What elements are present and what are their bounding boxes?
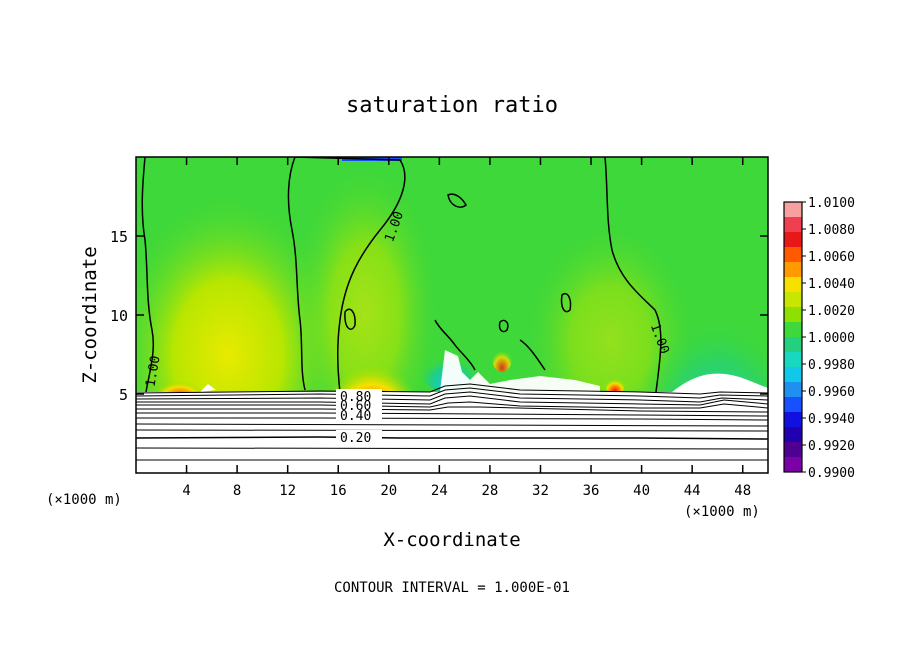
contour-label: 0.60 [340,399,371,414]
colorbar-swatch [784,352,802,368]
colorbar-swatch [784,217,802,233]
colorbar-tick-label: 0.9960 [808,385,855,400]
colorbar-swatch [784,412,802,428]
colorbar-swatch [784,367,802,383]
x-axis: 4 8 12 16 20 24 28 32 36 40 44 48 [182,157,751,499]
colorbar-tick-label: 1.0040 [808,277,855,292]
x-tick-label: 24 [431,483,448,499]
colorbar-tick-label: 1.0060 [808,250,855,265]
colorbar-tick-label: 1.0000 [808,331,855,346]
x-tick-label: 44 [684,483,701,499]
colorbar-swatch [784,262,802,278]
colorbar-swatch [784,307,802,323]
colorbar-swatch [784,232,802,248]
chart-title: saturation ratio [346,93,558,118]
y-tick-label: 10 [110,307,128,325]
colorbar-swatch [784,292,802,308]
nodata-patch-small [200,384,216,392]
colorbar-swatch [784,322,802,338]
y-axis: 5 10 15 [110,228,768,404]
colorbar-swatch [784,202,802,218]
x-tick-label: 12 [279,483,296,499]
x-tick-label: 32 [532,483,549,499]
x-tick-label: 8 [233,483,241,499]
x-tick-label: 36 [583,483,600,499]
x-tick-label: 4 [182,483,190,499]
colorbar-swatch [784,337,802,353]
colorbar: 1.0100 1.0080 1.0060 1.0040 1.0020 1.0000 0.99… [783,196,855,481]
contour-labels: 1.00 1.00 1.00 0.80 0.60 0.40 0.20 [143,210,671,446]
colorbar-tick-label: 0.9920 [808,439,855,454]
colorbar-tick-label: 1.0080 [808,223,855,238]
colorbar-tick-label: 1.0100 [808,196,855,211]
nodata-patch-mid [440,350,600,392]
x-tick-label: 28 [481,483,498,499]
x-tick-label: 48 [734,483,751,499]
hot-spot-30km [492,344,512,372]
x-tick-label: 40 [633,483,650,499]
colorbar-tick-label: 0.9980 [808,358,855,373]
colorbar-tick-label: 0.9940 [808,412,855,427]
upper-contours [141,157,662,393]
colorbar-swatch [784,277,802,293]
x-axis-label: X-coordinate [383,529,520,551]
contour-interval-note: CONTOUR INTERVAL = 1.000E-01 [334,580,570,596]
colorbar-tick-label: 1.0020 [808,304,855,319]
y-axis-label: Z-coordinate [79,246,101,383]
x-tick-label: 20 [380,483,397,499]
contour-label: 0.80 [340,390,371,405]
colorbar-swatch [784,247,802,263]
colorbar-swatch [784,397,802,413]
colorbar-tick-label: 0.9900 [808,466,855,481]
hot-spot-38km [605,374,625,394]
y-tick-label: 15 [110,228,128,246]
y-tick-label: 5 [119,386,128,404]
x-unit-label-right: (×1000 m) [684,504,760,520]
contour-label: 1.00 [143,355,163,388]
colorbar-swatch [784,427,802,443]
colorbar-swatch [784,382,802,398]
plot-area [136,157,768,473]
nodata-patch-right [672,373,768,394]
contour-label: 0.20 [340,431,371,446]
colorbar-swatch [784,442,802,458]
contour-label: 0.40 [340,409,371,424]
colorbar-swatch [784,457,802,473]
x-unit-label-left: (×1000 m) [46,492,122,508]
x-tick-label: 16 [330,483,347,499]
